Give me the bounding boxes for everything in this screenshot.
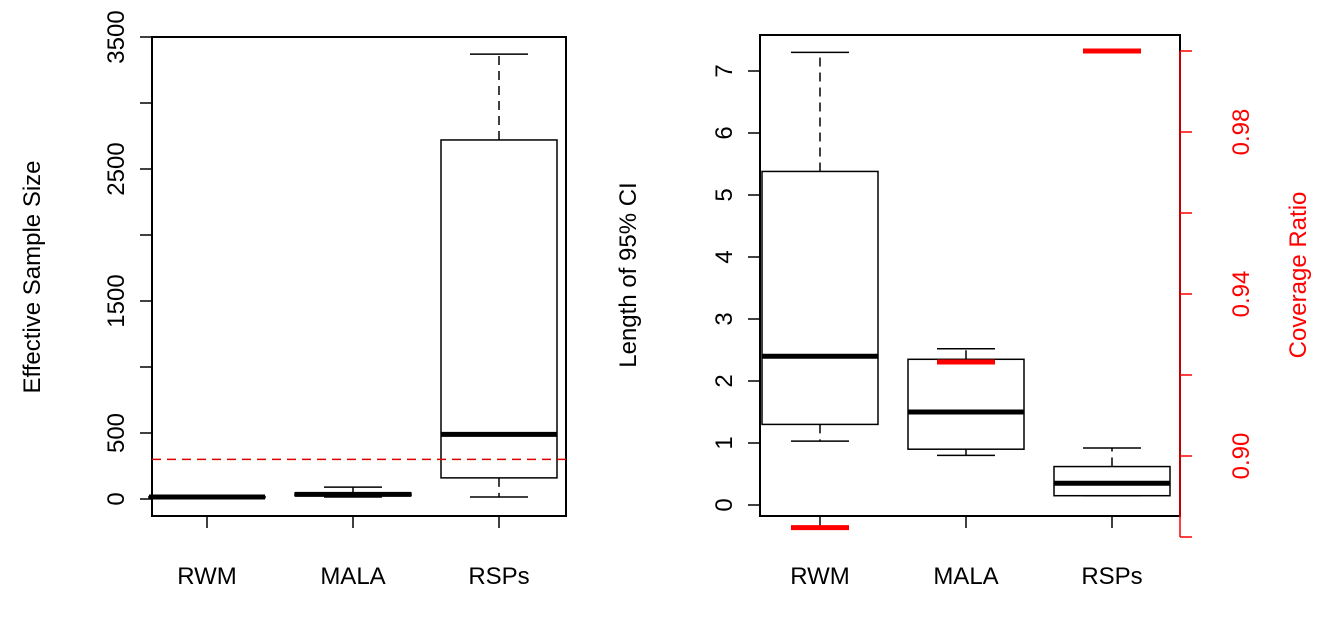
box-rwm	[761, 51, 879, 442]
coverage-ratio-marks	[791, 48, 1141, 531]
y-tick-label: 7	[711, 64, 738, 77]
ci-y-axis-label: Length of 95% CI	[615, 182, 642, 367]
coverage-ratio-axis-label: Coverage Ratio	[1285, 192, 1312, 359]
ess-boxplot-panel: 0 500 1500 2500 3500 RWM MALA RSPs Effective S…	[19, 10, 567, 590]
ci-boxplot-panel: 0 1 2 3 4 5 6 7 RWM MALA RSPs 0.90 0.94 0.98 Length…	[615, 34, 1312, 590]
ci-boxes	[761, 51, 1171, 497]
y-tick-label: 1500	[103, 274, 130, 327]
ci-y-axis: 0 1 2 3 4 5 6 7	[711, 64, 761, 512]
y-tick-label: 5	[711, 188, 738, 201]
box-rsps	[440, 53, 558, 498]
x-tick-label: RSPs	[468, 563, 529, 590]
y-tick-label: 500	[103, 413, 130, 453]
x-tick-label: RWM	[177, 563, 237, 590]
y-tick-label: 0	[711, 498, 738, 511]
y-tick-label: 2500	[103, 142, 130, 195]
coverage-tick-label: 0.90	[1228, 433, 1255, 480]
y-tick-label: 4	[711, 250, 738, 263]
x-tick-label: MALA	[933, 563, 998, 590]
x-tick-label: RSPs	[1081, 563, 1142, 590]
coverage-tick-label: 0.94	[1228, 271, 1255, 318]
y-tick-label: 0	[103, 492, 130, 505]
y-tick-label: 3	[711, 312, 738, 325]
ess-y-axis: 0 500 1500 2500 3500	[103, 10, 153, 506]
ci-x-axis: RWM MALA RSPs	[790, 515, 1143, 590]
box-rwm	[148, 494, 266, 500]
ess-x-axis: RWM MALA RSPs	[177, 515, 530, 590]
box-rsps	[1053, 447, 1171, 497]
box-mala	[294, 486, 412, 498]
box-body	[907, 358, 1025, 450]
x-tick-label: RWM	[790, 563, 850, 590]
coverage-tick-label: 0.98	[1228, 109, 1255, 156]
ess-boxes	[148, 53, 558, 500]
box-body	[440, 139, 558, 479]
y-tick-label: 6	[711, 126, 738, 139]
box-mala	[907, 348, 1025, 457]
box-body	[761, 170, 879, 426]
y-tick-label: 2	[711, 374, 738, 387]
y-tick-label: 3500	[103, 10, 130, 63]
ess-y-axis-label: Effective Sample Size	[19, 160, 46, 393]
y-tick-label: 1	[711, 436, 738, 449]
x-tick-label: MALA	[320, 563, 385, 590]
coverage-ratio-axis: 0.90 0.94 0.98	[1179, 50, 1255, 538]
